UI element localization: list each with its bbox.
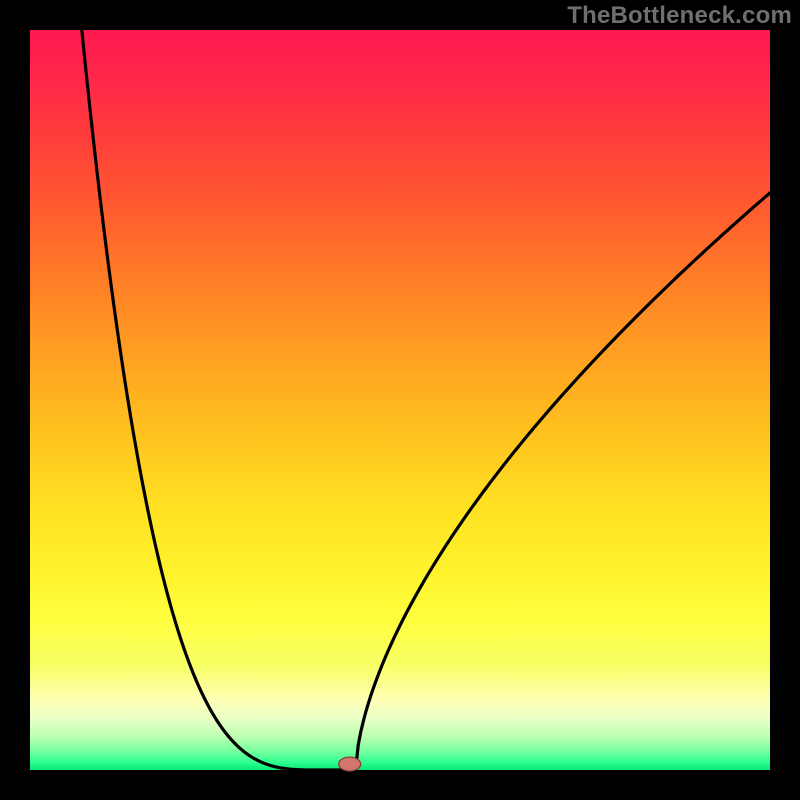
chart-svg	[0, 0, 800, 800]
chart-container: TheBottleneck.com	[0, 0, 800, 800]
minimum-marker	[339, 757, 361, 771]
plot-background	[30, 30, 770, 770]
